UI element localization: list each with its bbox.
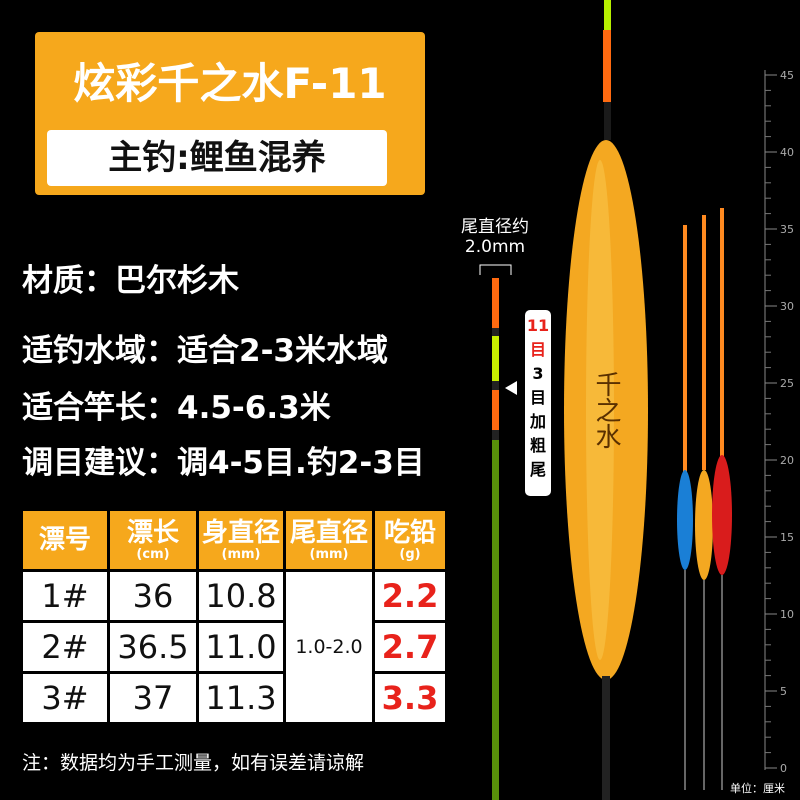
cell: 36 — [110, 572, 196, 620]
callout-line: 2.0mm — [464, 237, 526, 257]
float-foot — [602, 676, 610, 800]
lead-cell: 2.7 — [375, 623, 445, 671]
arrow — [505, 381, 517, 395]
callout: 尾直径约 2.0mm — [445, 212, 545, 257]
spec-line: 适合竿长：4.5-6.3米 — [22, 390, 331, 426]
subtitle: 主钓:鲤鱼混养 — [47, 130, 387, 186]
mini-tail — [702, 215, 706, 470]
mini-tail — [720, 208, 724, 458]
tail-cell: 1.0-2.0 — [286, 572, 372, 722]
ruler-label: 35 — [780, 223, 794, 236]
cell: 2# — [23, 623, 107, 671]
mini-float — [712, 455, 732, 575]
header-unit: (mm) — [221, 546, 261, 562]
ruler: 0 5 10 15 20 25 30 35 40 45 — [765, 69, 794, 775]
ruler-label: 30 — [780, 300, 794, 313]
tip — [603, 30, 611, 102]
title: 炫彩千之水F-11 — [73, 59, 387, 108]
ruler-label: 15 — [780, 531, 794, 544]
ruler-label: 20 — [780, 454, 794, 467]
mini-float — [695, 470, 713, 580]
header-unit: (mm) — [309, 546, 349, 562]
cell: 3# — [23, 674, 107, 722]
cell: 36.5 — [110, 623, 196, 671]
ruler-label: 40 — [780, 146, 794, 159]
mini-float — [677, 470, 693, 570]
cell: 11.3 — [199, 674, 283, 722]
cell: 11.0 — [199, 623, 283, 671]
ruler-label: 0 — [780, 762, 787, 775]
row: 1# 36 10.8 1.0-2.0 2.2 — [23, 572, 445, 722]
header-cell: 漂长 (cm) — [110, 511, 196, 569]
spec-line: 调目建议：调4-5目.钓2-3目 — [22, 445, 425, 481]
header-cell: 尾直径 (mm) — [286, 511, 372, 569]
spec-line: 适钓水域：适合2-3米水域 — [22, 333, 389, 369]
tag-red: 11目 — [526, 316, 550, 359]
header-row: 漂号 漂长 (cm) 身直径 (mm) 尾直径 (mm) 吃铅 (g) — [23, 511, 445, 569]
callout-line: 尾直径约 — [461, 217, 529, 237]
mini-tail — [683, 225, 687, 480]
ruler-label: 25 — [780, 377, 794, 390]
lead-cell: 2.2 — [375, 572, 445, 620]
callout-bracket — [479, 264, 512, 275]
ruler-unit: 单位：厘米 — [730, 782, 785, 795]
tag: 11目 3目加粗尾 — [525, 310, 551, 496]
cell: 1# — [23, 572, 107, 620]
header-label: 漂号 — [38, 525, 91, 555]
row: 2# 36.5 11.0 2.7 — [23, 623, 445, 671]
title-box: 炫彩千之水F-11 主钓:鲤鱼混养 — [35, 32, 425, 195]
tail-seg — [492, 390, 499, 430]
header-label: 吃铅 — [383, 517, 436, 548]
cell: 10.8 — [199, 572, 283, 620]
header-label: 尾直径 — [289, 517, 368, 548]
note: 注：数据均为手工测量，如有误差请谅解 — [22, 752, 365, 774]
ruler-label: 5 — [780, 685, 787, 698]
spec-table: 漂号 漂长 (cm) 身直径 (mm) 尾直径 (mm) 吃铅 (g) 1# 36 10.8 1.0-2… — [20, 508, 448, 725]
tail-seg — [492, 336, 499, 381]
header-label: 身直径 — [201, 517, 280, 548]
ruler-label: 45 — [780, 69, 794, 82]
float-text: 千之水 — [591, 371, 621, 449]
lead-cell: 3.3 — [375, 674, 445, 722]
header-cell: 身直径 (mm) — [199, 511, 283, 569]
tip — [604, 0, 611, 30]
float-shine — [586, 160, 614, 660]
tag-black: 3目加粗尾 — [529, 364, 546, 479]
header-unit: (cm) — [136, 546, 170, 562]
ruler-label: 10 — [780, 608, 794, 621]
tail-seg — [492, 278, 499, 328]
header-label: 漂长 — [126, 517, 179, 548]
header-cell: 漂号 — [23, 511, 107, 569]
header-cell: 吃铅 (g) — [375, 511, 445, 569]
header-unit: (g) — [399, 546, 421, 562]
cell: 37 — [110, 674, 196, 722]
tail-seg — [492, 440, 499, 800]
row: 3# 37 11.3 3.3 — [23, 674, 445, 722]
spec-line: 材质：巴尔杉木 — [22, 263, 239, 299]
